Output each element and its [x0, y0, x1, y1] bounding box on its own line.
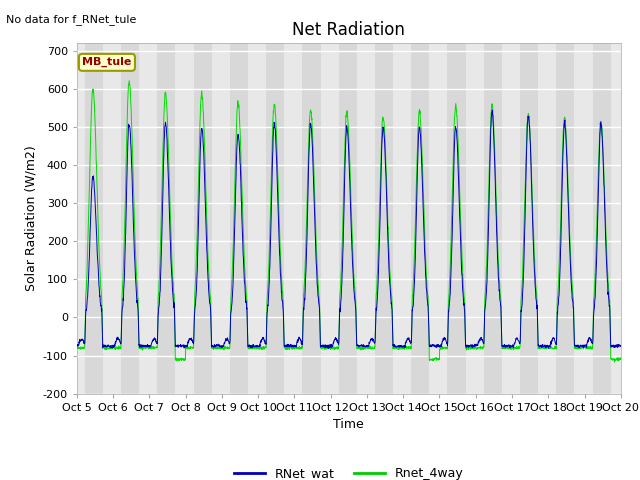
Y-axis label: Solar Radiation (W/m2): Solar Radiation (W/m2)	[24, 145, 37, 291]
Bar	[339, 43, 356, 394]
Text: No data for f_RNet_tule: No data for f_RNet_tule	[6, 14, 137, 25]
Legend: RNet_wat, Rnet_4way: RNet_wat, Rnet_4way	[229, 462, 468, 480]
Bar	[593, 43, 611, 394]
Bar	[556, 43, 574, 394]
Bar	[411, 43, 429, 394]
Bar	[520, 43, 538, 394]
Bar	[121, 43, 139, 394]
Bar	[484, 43, 502, 394]
X-axis label: Time: Time	[333, 418, 364, 431]
Text: MB_tule: MB_tule	[82, 57, 132, 68]
Bar	[266, 43, 284, 394]
Bar	[375, 43, 393, 394]
Bar	[193, 43, 212, 394]
Bar	[447, 43, 465, 394]
Bar	[157, 43, 175, 394]
Bar	[84, 43, 103, 394]
Bar	[302, 43, 321, 394]
Title: Net Radiation: Net Radiation	[292, 21, 405, 39]
Bar	[230, 43, 248, 394]
